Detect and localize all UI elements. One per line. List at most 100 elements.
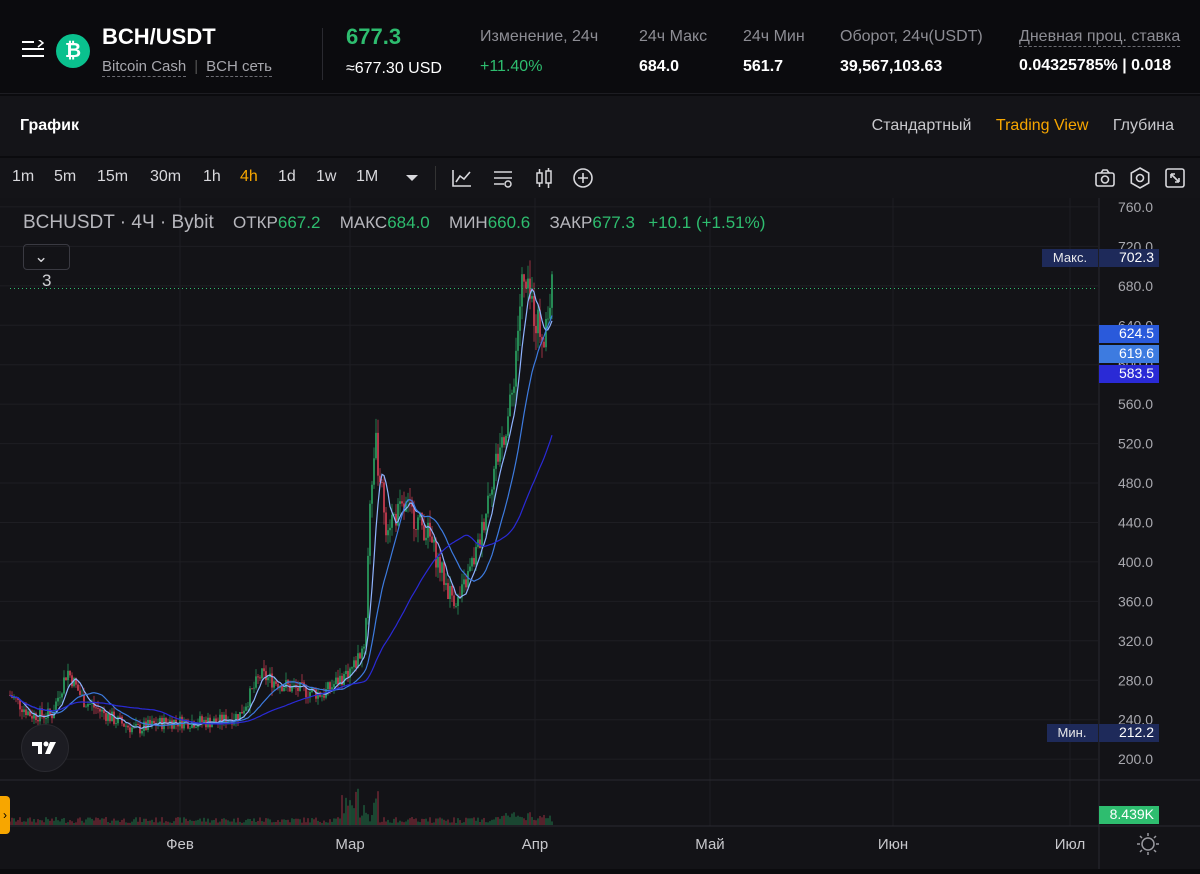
close-label: ЗАКР (549, 213, 593, 232)
candles-icon[interactable] (532, 166, 556, 190)
timeframe-1m[interactable]: 1m (12, 168, 35, 185)
candle-body (277, 683, 279, 689)
volume-bar (97, 818, 99, 825)
volume-bar (147, 820, 149, 825)
chart-area[interactable]: 760.0720.0680.0640.0600.0560.0520.0480.0… (0, 198, 1200, 869)
price-chart[interactable]: 760.0720.0680.0640.0600.0560.0520.0480.0… (0, 198, 1200, 869)
bitcoin-cash-icon: ₿ (56, 34, 90, 68)
candle-body (137, 724, 139, 725)
candle-body (25, 709, 27, 716)
tradingview-logo-icon[interactable] (21, 724, 69, 772)
volume-bar (361, 815, 363, 825)
volume-bar (11, 817, 13, 825)
volume-bar (485, 822, 487, 825)
volume-bar (401, 821, 403, 825)
candle-body (189, 727, 191, 729)
candle-body (391, 514, 393, 528)
stat-label: Оборот, 24ч(USDT) (840, 28, 983, 45)
brightness-icon[interactable] (1137, 833, 1159, 855)
volume-bar (441, 818, 443, 825)
timeframe-5m[interactable]: 5m (54, 168, 77, 185)
indicators-icon[interactable] (450, 166, 474, 190)
stat-value: 684.0 (639, 58, 680, 75)
pair-symbol[interactable]: BCH/USDT (102, 24, 216, 49)
volume-bar (437, 818, 439, 825)
candle-body (517, 330, 519, 351)
candle-body (27, 711, 29, 716)
timeframe-15m[interactable]: 15m (97, 168, 129, 185)
volume-bar (37, 819, 39, 825)
scroll-handle-icon[interactable]: › (0, 796, 10, 834)
fullscreen-icon[interactable] (1163, 166, 1187, 190)
volume-bar (431, 822, 433, 825)
volume-bar (273, 822, 275, 825)
volume-bar (123, 818, 125, 825)
volume-bar (35, 822, 37, 825)
candle-body (239, 712, 241, 721)
indicators-toggle[interactable]: ⌄ 3 (23, 244, 70, 290)
add-icon[interactable] (571, 166, 595, 190)
settings-lines-icon[interactable] (491, 166, 515, 190)
volume-bar (75, 822, 77, 825)
coin-name-link[interactable]: Bitcoin Cash (102, 58, 187, 77)
candle-body (75, 678, 77, 685)
volume-bar (325, 822, 327, 825)
network-link[interactable]: BCH сеть (206, 58, 272, 77)
timeframe-1M[interactable]: 1M (356, 168, 379, 185)
chevron-down-icon[interactable] (400, 166, 424, 190)
volume-bar (183, 817, 185, 825)
high-label: МАКС (339, 213, 388, 232)
volume-bar (531, 817, 533, 825)
volume-bar (487, 822, 489, 825)
candle-body (115, 723, 117, 724)
timeframe-4h[interactable]: 4h (240, 168, 258, 185)
volume-bar (129, 822, 131, 825)
candle-body (139, 724, 141, 734)
candle-body (451, 585, 453, 596)
time-tick-label: Июл (1055, 836, 1085, 853)
candle-body (389, 527, 391, 531)
volume-bar (19, 817, 21, 825)
timeframe-1d[interactable]: 1d (278, 168, 296, 185)
timeframe-1h[interactable]: 1h (203, 168, 221, 185)
timeframe-30m[interactable]: 30m (150, 168, 182, 185)
volume-bar (527, 813, 529, 825)
volume-bar (407, 819, 409, 825)
timeframe-1w[interactable]: 1w (316, 168, 337, 185)
candle-body (203, 720, 205, 723)
candle-body (95, 707, 97, 709)
volume-bar (137, 821, 139, 825)
close-value: 677.3 (592, 213, 635, 232)
volume-bar (537, 818, 539, 825)
menu-icon[interactable] (22, 40, 44, 58)
volume-bar (209, 822, 211, 825)
max-label: Макс. (1053, 250, 1087, 265)
price-tick-label: 280.0 (1118, 672, 1153, 688)
candle-body (499, 447, 501, 462)
candle-body (459, 596, 461, 598)
volume-bar (323, 820, 325, 825)
candle-body (521, 274, 523, 307)
tab-trading-view[interactable]: Trading View (995, 117, 1089, 134)
candle-body (349, 668, 351, 678)
candle-body (497, 453, 499, 462)
stat-label[interactable]: Дневная проц. ставка (1019, 28, 1181, 47)
tab-standard[interactable]: Стандартный (871, 117, 972, 134)
tab-depth[interactable]: Глубина (1112, 117, 1174, 134)
volume-bar (93, 820, 95, 825)
volume-bar (397, 822, 399, 825)
candle-body (511, 392, 513, 395)
volume-bar (149, 820, 151, 825)
volume-bar (483, 817, 485, 825)
volume-bar (343, 813, 345, 825)
candle-body (237, 714, 239, 721)
candle-body (443, 562, 445, 585)
candle-body (35, 713, 37, 721)
volume-bar (59, 821, 61, 825)
gear-icon[interactable] (1128, 166, 1152, 190)
volume-bar (309, 822, 311, 825)
volume-bar (353, 808, 355, 825)
volume-bar (111, 820, 113, 825)
camera-icon[interactable] (1093, 166, 1117, 190)
volume-bar (477, 817, 479, 825)
